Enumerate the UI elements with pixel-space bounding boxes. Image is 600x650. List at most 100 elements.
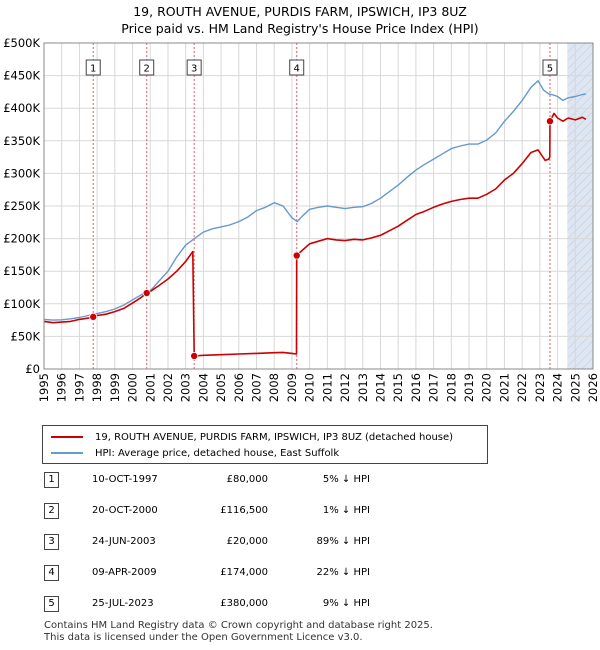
x-tick-label: 2023 [533,373,547,402]
transaction-price: £174,000 [220,567,268,578]
transaction-label-text: 3 [191,64,197,75]
table-row: 5 25-JUL-2023 £380,000 9% ↓ HPI [44,596,564,616]
x-tick-label: 2011 [320,373,334,402]
transaction-label-2: 2 [139,59,155,76]
transaction-number: 5 [44,596,59,612]
transaction-point-3 [190,351,199,360]
transaction-label-text: 5 [547,64,553,75]
transaction-hpi-diff: 5% ↓ HPI [322,474,370,485]
transaction-label-text: 4 [294,64,300,75]
x-tick-label: 2021 [497,373,511,402]
x-tick-label: 2024 [551,373,565,402]
x-tick-label: 2006 [232,373,246,402]
legend-swatch-property [51,436,83,438]
transaction-hpi-diff: 22% ↓ HPI [316,567,370,578]
footer-line-2: This data is licensed under the Open Gov… [44,632,363,643]
x-tick-label: 2008 [267,373,281,402]
plot-frame [43,42,594,370]
transaction-label-box [85,59,101,76]
x-tick-label: 2013 [356,373,370,402]
y-tick-label: £200K [3,232,40,246]
transaction-date: 10-OCT-1997 [92,474,158,485]
x-tick-label: 1997 [72,373,86,402]
x-tick-label: 2016 [409,373,423,402]
transaction-label-5: 5 [542,59,558,76]
table-row: 2 20-OCT-2000 £116,500 1% ↓ HPI [44,503,564,523]
price-chart: 1 2 3 4 5 £0 £50K £100K £150K £200K £250K £300K £350… [3,36,600,402]
hpi-line [43,80,587,321]
transaction-label-text: 2 [144,64,150,75]
y-tick-label: £100K [3,297,40,311]
transaction-price: £380,000 [220,598,268,609]
y-tick-label: £0 [25,362,40,376]
transaction-label-1: 1 [85,59,101,76]
transaction-price: £116,500 [220,505,268,516]
y-tick-label: £500K [3,36,40,50]
transaction-point-1 [89,312,98,321]
transaction-date: 24-JUN-2003 [92,536,156,547]
transaction-label-box [542,59,558,76]
transaction-price: £20,000 [226,536,268,547]
x-tick-label: 2022 [515,373,529,402]
legend-entry-hpi: HPI: Average price, detached house, East… [51,446,339,460]
x-tick-label: 2000 [126,373,140,402]
footer-attribution: Contains HM Land Registry data © Crown c… [44,620,433,644]
transaction-hpi-diff: 9% ↓ HPI [322,598,370,609]
legend-label-property: 19, ROUTH AVENUE, PURDIS FARM, IPSWICH, … [95,431,454,443]
x-tick-label: 2004 [196,373,210,402]
transaction-label-box [139,59,155,76]
x-tick-label: 2017 [427,373,441,402]
y-tick-label: £350K [3,134,40,148]
transaction-number: 2 [44,503,59,519]
transaction-point-5 [545,117,554,126]
transaction-hpi-diff: 89% ↓ HPI [316,536,370,547]
chart-subtitle: Price paid vs. HM Land Registry's House … [121,21,479,36]
chart-legend: 19, ROUTH AVENUE, PURDIS FARM, IPSWICH, … [42,425,488,464]
transaction-date: 25-JUL-2023 [92,598,154,609]
transaction-hpi-diff: 1% ↓ HPI [322,505,370,516]
footer-line-1: Contains HM Land Registry data © Crown c… [44,620,433,631]
transaction-label-text: 1 [90,64,96,75]
y-tick-label: £50K [11,329,41,343]
transaction-number: 4 [44,565,59,581]
y-tick-label: £400K [3,101,40,115]
x-tick-label: 1996 [55,373,69,402]
table-row: 3 24-JUN-2003 £20,000 89% ↓ HPI [44,534,564,554]
chart-title: 19, ROUTH AVENUE, PURDIS FARM, IPSWICH, … [133,4,467,19]
y-tick-label: £150K [3,264,40,278]
transaction-label-3: 3 [186,59,202,76]
x-tick-label: 1999 [108,373,122,402]
y-tick-label: £300K [3,166,40,180]
x-tick-label: 2025 [568,373,582,402]
y-tick-label: £250K [3,199,40,213]
transaction-date: 20-OCT-2000 [92,505,158,516]
x-tick-label: 2005 [214,373,228,402]
x-tick-label: 2018 [444,373,458,402]
table-row: 1 10-OCT-1997 £80,000 5% ↓ HPI [44,472,564,492]
x-tick-label: 2019 [462,373,476,402]
transaction-label-box [289,59,305,76]
transaction-number: 1 [44,472,59,488]
transaction-label-box [186,59,202,76]
transaction-label-4: 4 [289,59,305,76]
x-tick-label: 2001 [143,373,157,402]
x-tick-label: 2002 [161,373,175,402]
transaction-number: 3 [44,534,59,550]
x-tick-label: 2015 [391,373,405,402]
chart-title-block: 19, ROUTH AVENUE, PURDIS FARM, IPSWICH, … [0,3,600,37]
legend-swatch-hpi [51,452,83,454]
property-price-line [43,112,587,357]
table-row: 4 09-APR-2009 £174,000 22% ↓ HPI [44,565,564,585]
transaction-price: £80,000 [226,474,268,485]
x-tick-label: 2014 [373,373,387,402]
x-tick-label: 2007 [250,373,264,402]
x-tick-label: 2026 [586,373,600,402]
transaction-point-2 [142,289,151,298]
transaction-date: 09-APR-2009 [92,567,157,578]
x-tick-label: 2009 [285,373,299,402]
x-tick-label: 2003 [179,373,193,402]
x-tick-label: 2010 [303,373,317,402]
x-tick-label: 2012 [338,373,352,402]
transaction-point-4 [292,251,301,260]
legend-label-hpi: HPI: Average price, detached house, East… [95,447,340,459]
